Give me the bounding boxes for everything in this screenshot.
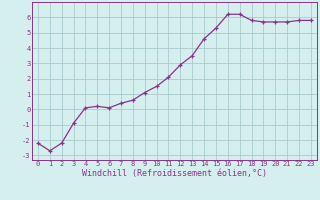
X-axis label: Windchill (Refroidissement éolien,°C): Windchill (Refroidissement éolien,°C): [82, 169, 267, 178]
